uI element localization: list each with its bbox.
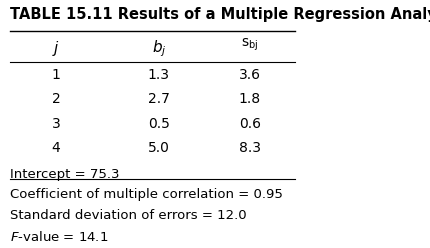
Text: 3.6: 3.6 [238, 68, 260, 82]
Text: Intercept = 75.3: Intercept = 75.3 [10, 168, 120, 181]
Text: 1.8: 1.8 [238, 92, 260, 106]
Text: $\it{j}$: $\it{j}$ [52, 39, 60, 58]
Text: 1.3: 1.3 [147, 68, 169, 82]
Text: $\mathbf{\mathit{b}}$$_{\mathbf{\mathit{j}}}$: $\mathbf{\mathit{b}}$$_{\mathbf{\mathit{… [151, 39, 166, 59]
Text: Coefficient of multiple correlation = 0.95: Coefficient of multiple correlation = 0.… [10, 188, 283, 201]
Text: TABLE 15.11 Results of a Multiple Regression Analysis: TABLE 15.11 Results of a Multiple Regres… [10, 7, 430, 22]
Text: 0.5: 0.5 [147, 117, 169, 131]
Text: 3: 3 [52, 117, 60, 131]
Text: 4: 4 [52, 141, 60, 155]
Text: 1: 1 [51, 68, 60, 82]
Text: $\mathit{F}$-value = 14.1: $\mathit{F}$-value = 14.1 [10, 230, 109, 244]
Text: 0.6: 0.6 [238, 117, 260, 131]
Text: 8.3: 8.3 [238, 141, 260, 155]
Text: 2.7: 2.7 [147, 92, 169, 106]
Text: 5.0: 5.0 [147, 141, 169, 155]
Text: 2: 2 [52, 92, 60, 106]
Text: Standard deviation of errors = 12.0: Standard deviation of errors = 12.0 [10, 209, 246, 222]
Text: s$_{\mathrm{bj}}$: s$_{\mathrm{bj}}$ [241, 37, 258, 53]
